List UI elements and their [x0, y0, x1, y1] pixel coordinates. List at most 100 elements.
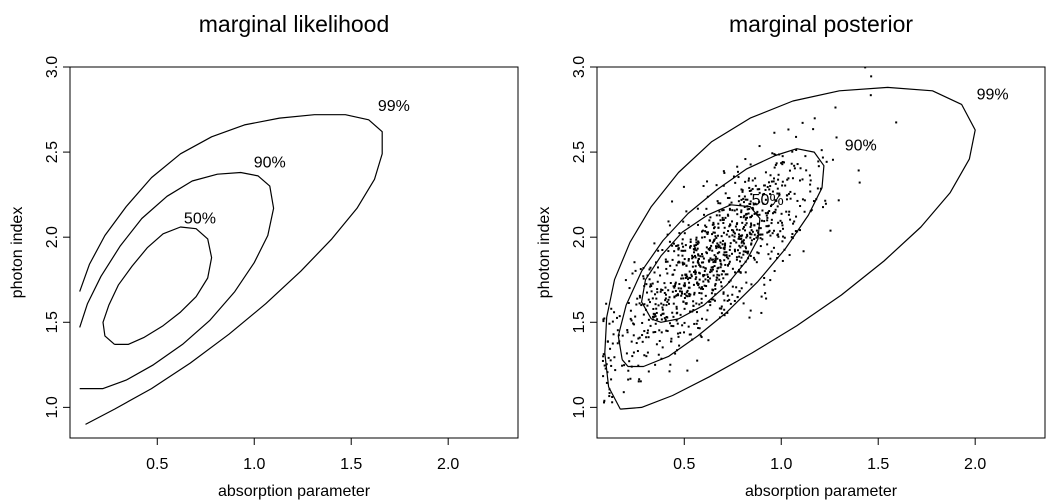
scatter-point — [686, 278, 689, 281]
scatter-point — [751, 214, 754, 217]
scatter-point — [718, 214, 721, 217]
scatter-point — [674, 352, 677, 355]
scatter-point — [660, 288, 663, 291]
scatter-point — [680, 294, 683, 297]
contour-50-line — [641, 204, 761, 323]
scatter-point — [720, 281, 723, 284]
scatter-point — [730, 201, 733, 204]
scatter-point — [649, 266, 652, 269]
scatter-point — [738, 244, 741, 247]
scatter-point — [740, 287, 743, 290]
scatter-point — [675, 264, 678, 267]
scatter-point — [657, 353, 660, 356]
scatter-point — [694, 256, 697, 259]
scatter-point — [676, 332, 679, 335]
scatter-point — [688, 333, 691, 336]
scatter-point — [702, 266, 705, 269]
scatter-point — [726, 311, 729, 314]
scatter-point — [809, 183, 812, 186]
scatter-point — [687, 286, 690, 289]
scatter-point — [803, 199, 806, 202]
scatter-point — [674, 283, 677, 286]
scatter-point — [736, 213, 739, 216]
scatter-point — [700, 287, 703, 290]
scatter-point — [614, 369, 617, 372]
scatter-point — [673, 296, 676, 299]
scatter-point — [713, 226, 716, 229]
chart-title: marginal posterior — [729, 11, 913, 37]
scatter-point — [795, 149, 798, 152]
scatter-point — [789, 197, 792, 200]
scatter-point — [673, 284, 676, 287]
scatter-point — [711, 233, 714, 236]
scatter-point — [779, 230, 782, 233]
scatter-point — [741, 240, 744, 243]
scatter-point — [771, 232, 774, 235]
scatter-point — [785, 210, 788, 213]
scatter-point — [777, 221, 780, 224]
scatter-point — [661, 306, 664, 309]
scatter-point — [745, 222, 748, 225]
y-tick-label: 1.5 — [44, 311, 61, 333]
scatter-point — [677, 254, 680, 257]
scatter-point — [664, 286, 667, 289]
scatter-point — [747, 179, 750, 182]
scatter-point — [750, 283, 753, 286]
scatter-point — [822, 206, 825, 209]
x-axis-label: absorption parameter — [218, 483, 371, 500]
scatter-point — [616, 342, 619, 345]
scatter-point — [748, 231, 751, 234]
scatter-point — [689, 246, 692, 249]
scatter-point — [755, 229, 758, 232]
scatter-point — [755, 203, 758, 206]
scatter-point — [761, 233, 764, 236]
plot-frame — [69, 66, 519, 439]
scatter-point — [734, 271, 737, 274]
scatter-point — [728, 262, 731, 265]
scatter-point — [728, 196, 731, 199]
scatter-point — [799, 167, 802, 170]
scatter-point — [677, 244, 680, 247]
scatter-point — [696, 243, 699, 246]
scatter-point — [739, 203, 742, 206]
scatter-point — [666, 233, 669, 236]
scatter-point — [810, 209, 813, 212]
scatter-point — [655, 307, 658, 310]
y-axis-label: photon index — [9, 207, 26, 299]
scatter-point — [782, 227, 785, 230]
scatter-point — [816, 187, 819, 190]
scatter-point — [695, 311, 698, 314]
scatter-point — [667, 289, 670, 292]
scatter-point — [703, 213, 706, 216]
scatter-point — [741, 221, 744, 224]
x-tick-label: 1.0 — [243, 456, 265, 473]
scatter-point — [715, 279, 718, 282]
scatter-point — [771, 212, 774, 215]
scatter-point — [700, 297, 703, 300]
scatter-point — [662, 312, 665, 315]
scatter-point — [724, 254, 727, 257]
scatter-point — [647, 298, 650, 301]
scatter-point — [722, 222, 725, 225]
scatter-point — [780, 212, 783, 215]
scatter-point — [695, 238, 698, 241]
scatter-point — [773, 131, 776, 134]
scatter-point — [767, 181, 770, 184]
scatter-point — [742, 239, 745, 242]
scatter-point — [602, 353, 605, 356]
scatter-point — [682, 185, 685, 188]
scatter-point — [769, 234, 772, 237]
scatter-point — [722, 277, 725, 280]
scatter-point — [710, 298, 713, 301]
scatter-point — [821, 156, 824, 159]
scatter-point — [668, 296, 671, 299]
scatter-point — [681, 242, 684, 245]
scatter-point — [778, 194, 781, 197]
scatter-point — [683, 258, 686, 261]
scatter-point — [770, 250, 773, 253]
scatter-point — [763, 283, 766, 286]
scatter-point — [712, 298, 715, 301]
scatter-point — [787, 177, 790, 180]
x-tick-label: 2.0 — [437, 456, 459, 473]
scatter-point — [722, 247, 725, 250]
